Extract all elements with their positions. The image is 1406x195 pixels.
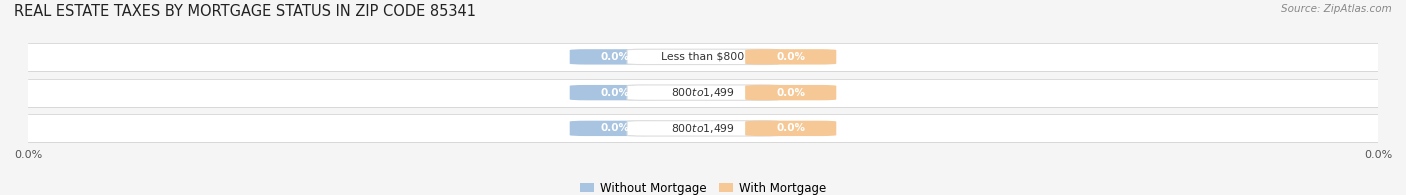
FancyBboxPatch shape: [745, 49, 837, 65]
Text: 0.0%: 0.0%: [776, 52, 806, 62]
FancyBboxPatch shape: [745, 85, 837, 100]
FancyBboxPatch shape: [569, 121, 661, 136]
FancyBboxPatch shape: [569, 49, 661, 65]
FancyBboxPatch shape: [569, 85, 661, 100]
Text: 0.0%: 0.0%: [600, 123, 630, 133]
Text: $800 to $1,499: $800 to $1,499: [671, 122, 735, 135]
Text: $800 to $1,499: $800 to $1,499: [671, 86, 735, 99]
Text: 0.0%: 0.0%: [776, 123, 806, 133]
Text: Source: ZipAtlas.com: Source: ZipAtlas.com: [1281, 4, 1392, 14]
Text: REAL ESTATE TAXES BY MORTGAGE STATUS IN ZIP CODE 85341: REAL ESTATE TAXES BY MORTGAGE STATUS IN …: [14, 4, 477, 19]
Text: 0.0%: 0.0%: [600, 52, 630, 62]
FancyBboxPatch shape: [627, 121, 779, 136]
FancyBboxPatch shape: [627, 49, 779, 65]
FancyBboxPatch shape: [745, 121, 837, 136]
Bar: [28, 43, 1378, 71]
Bar: [28, 114, 1378, 142]
Bar: [28, 79, 1378, 106]
FancyBboxPatch shape: [627, 85, 779, 100]
Text: Less than $800: Less than $800: [661, 52, 745, 62]
Text: 0.0%: 0.0%: [776, 88, 806, 98]
Legend: Without Mortgage, With Mortgage: Without Mortgage, With Mortgage: [575, 177, 831, 195]
Text: 0.0%: 0.0%: [600, 88, 630, 98]
